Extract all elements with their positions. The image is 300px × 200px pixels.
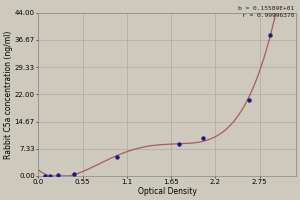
Point [201,137,206,140]
Point [48,174,53,177]
Point [42,174,47,178]
Y-axis label: Rabbit C5a concentration (ng/ml): Rabbit C5a concentration (ng/ml) [4,30,13,159]
Text: b = 0.15589E+01
r = 0.99996370: b = 0.15589E+01 r = 0.99996370 [238,6,294,18]
Point [247,98,252,101]
Point [56,174,61,177]
X-axis label: Optical Density: Optical Density [138,187,197,196]
Point [72,173,77,176]
Point [115,156,120,159]
Point [177,143,182,146]
Point [268,33,272,37]
